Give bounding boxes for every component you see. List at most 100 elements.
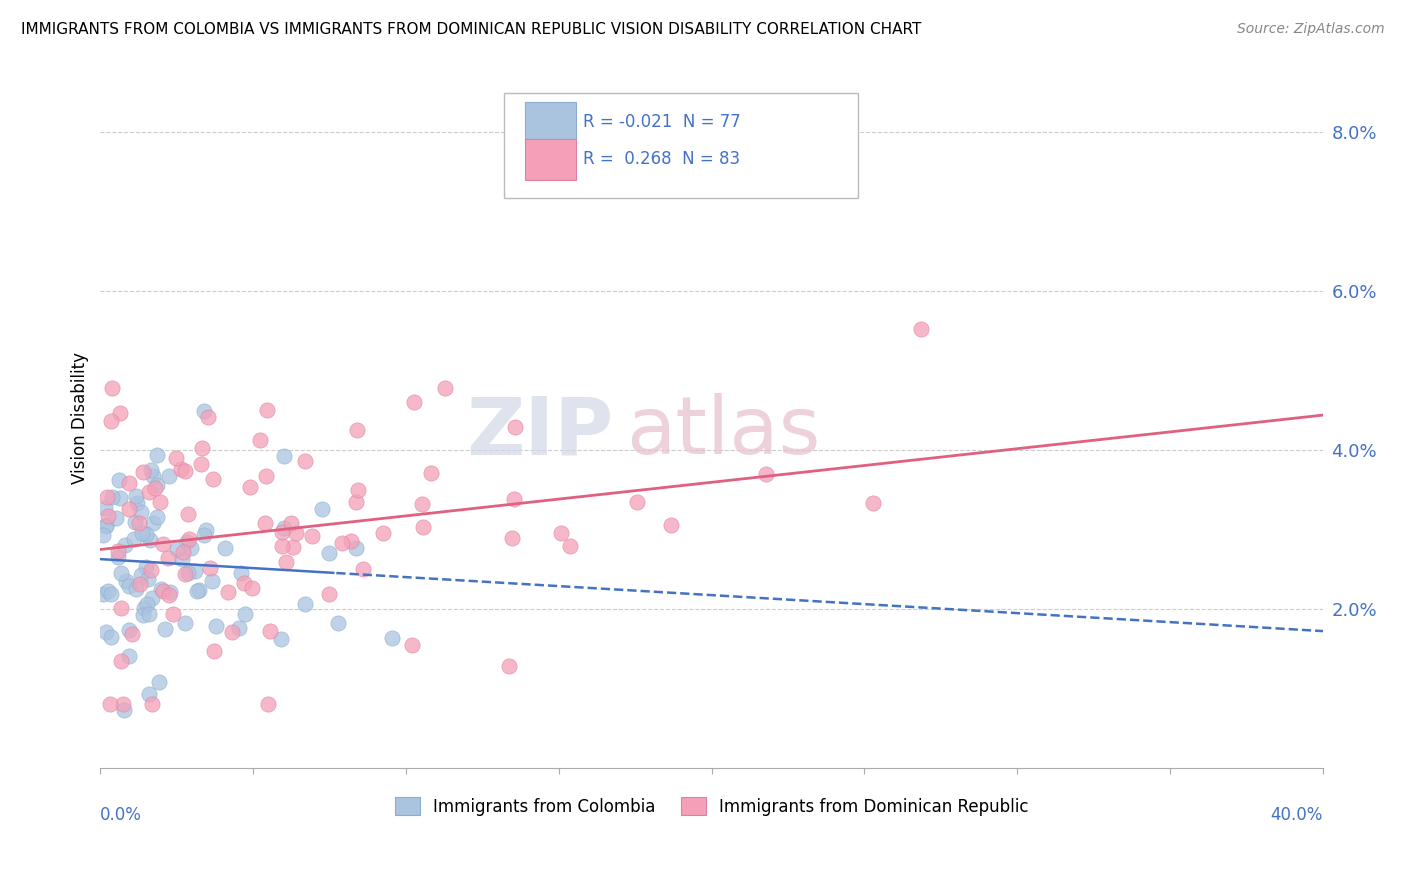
Point [100,414,122,428]
Point [125,489,148,503]
Y-axis label: Vision Disability: Vision Disability [72,352,89,484]
Point [110,491,132,506]
Point [180,541,202,555]
Point [177,532,200,546]
Point [229,566,252,581]
Point [136,572,159,586]
Point [122,533,145,547]
Point [271,524,294,539]
Point [96,490,118,504]
Point [141,591,163,605]
Point [128,577,150,591]
Point [132,608,155,623]
Point [318,587,340,601]
Point [146,509,169,524]
Point [205,619,228,633]
Point [626,495,648,509]
Point [172,545,194,559]
Point [100,490,122,504]
Point [273,521,295,535]
Point [197,410,219,425]
Point [281,540,304,554]
Point [184,565,207,579]
Point [129,568,152,582]
Point [155,622,177,636]
Point [125,582,148,597]
Point [124,515,146,529]
Point [139,533,162,547]
Point [121,627,143,641]
Point [169,462,191,476]
Point [340,534,363,549]
Point [100,630,122,644]
Point [138,484,160,499]
Point [190,457,212,471]
Point [256,697,278,711]
Point [352,561,374,575]
Point [97,509,120,524]
Point [285,525,308,540]
Legend: Immigrants from Colombia, Immigrants from Dominican Republic: Immigrants from Colombia, Immigrants fro… [388,791,1035,822]
Point [862,496,884,510]
Text: 0.0%: 0.0% [100,806,142,824]
Point [97,584,120,599]
Point [112,703,135,717]
Point [659,518,682,533]
Point [301,529,323,543]
Point [117,649,139,664]
Point [280,516,302,530]
Point [110,654,132,668]
Text: ZIP: ZIP [467,393,614,471]
Point [101,380,124,394]
Point [125,495,148,509]
Point [501,532,523,546]
Point [131,506,153,520]
Point [311,501,333,516]
Point [221,624,243,639]
Point [294,598,316,612]
Point [128,516,150,530]
Point [217,585,239,599]
Point [142,468,165,483]
Point [104,511,127,525]
Point [503,491,526,506]
Point [346,483,368,497]
Point [150,582,173,597]
Point [176,534,198,549]
Point [134,601,156,615]
Point [110,601,132,615]
Point [142,516,165,531]
Point [165,451,187,466]
Point [193,403,215,417]
Point [270,632,292,646]
Point [152,584,174,599]
Point [190,441,212,455]
Point [498,659,520,673]
Point [156,551,179,566]
Text: R = -0.021  N = 77: R = -0.021 N = 77 [583,113,741,131]
Point [318,546,340,560]
Point [274,555,297,569]
Point [433,382,456,396]
Point [201,471,224,485]
Point [201,574,224,589]
Point [412,519,434,533]
Point [910,322,932,336]
Point [271,539,294,553]
Point [118,502,141,516]
Point [228,621,250,635]
Point [157,469,180,483]
Point [186,584,208,599]
Point [755,467,778,482]
Point [94,518,117,533]
Point [107,543,129,558]
Point [148,674,170,689]
Point [146,448,169,462]
Point [94,519,117,533]
Point [326,616,349,631]
Point [115,574,138,589]
Point [93,501,115,516]
Point [420,466,443,480]
Point [240,581,263,595]
Point [172,552,194,566]
